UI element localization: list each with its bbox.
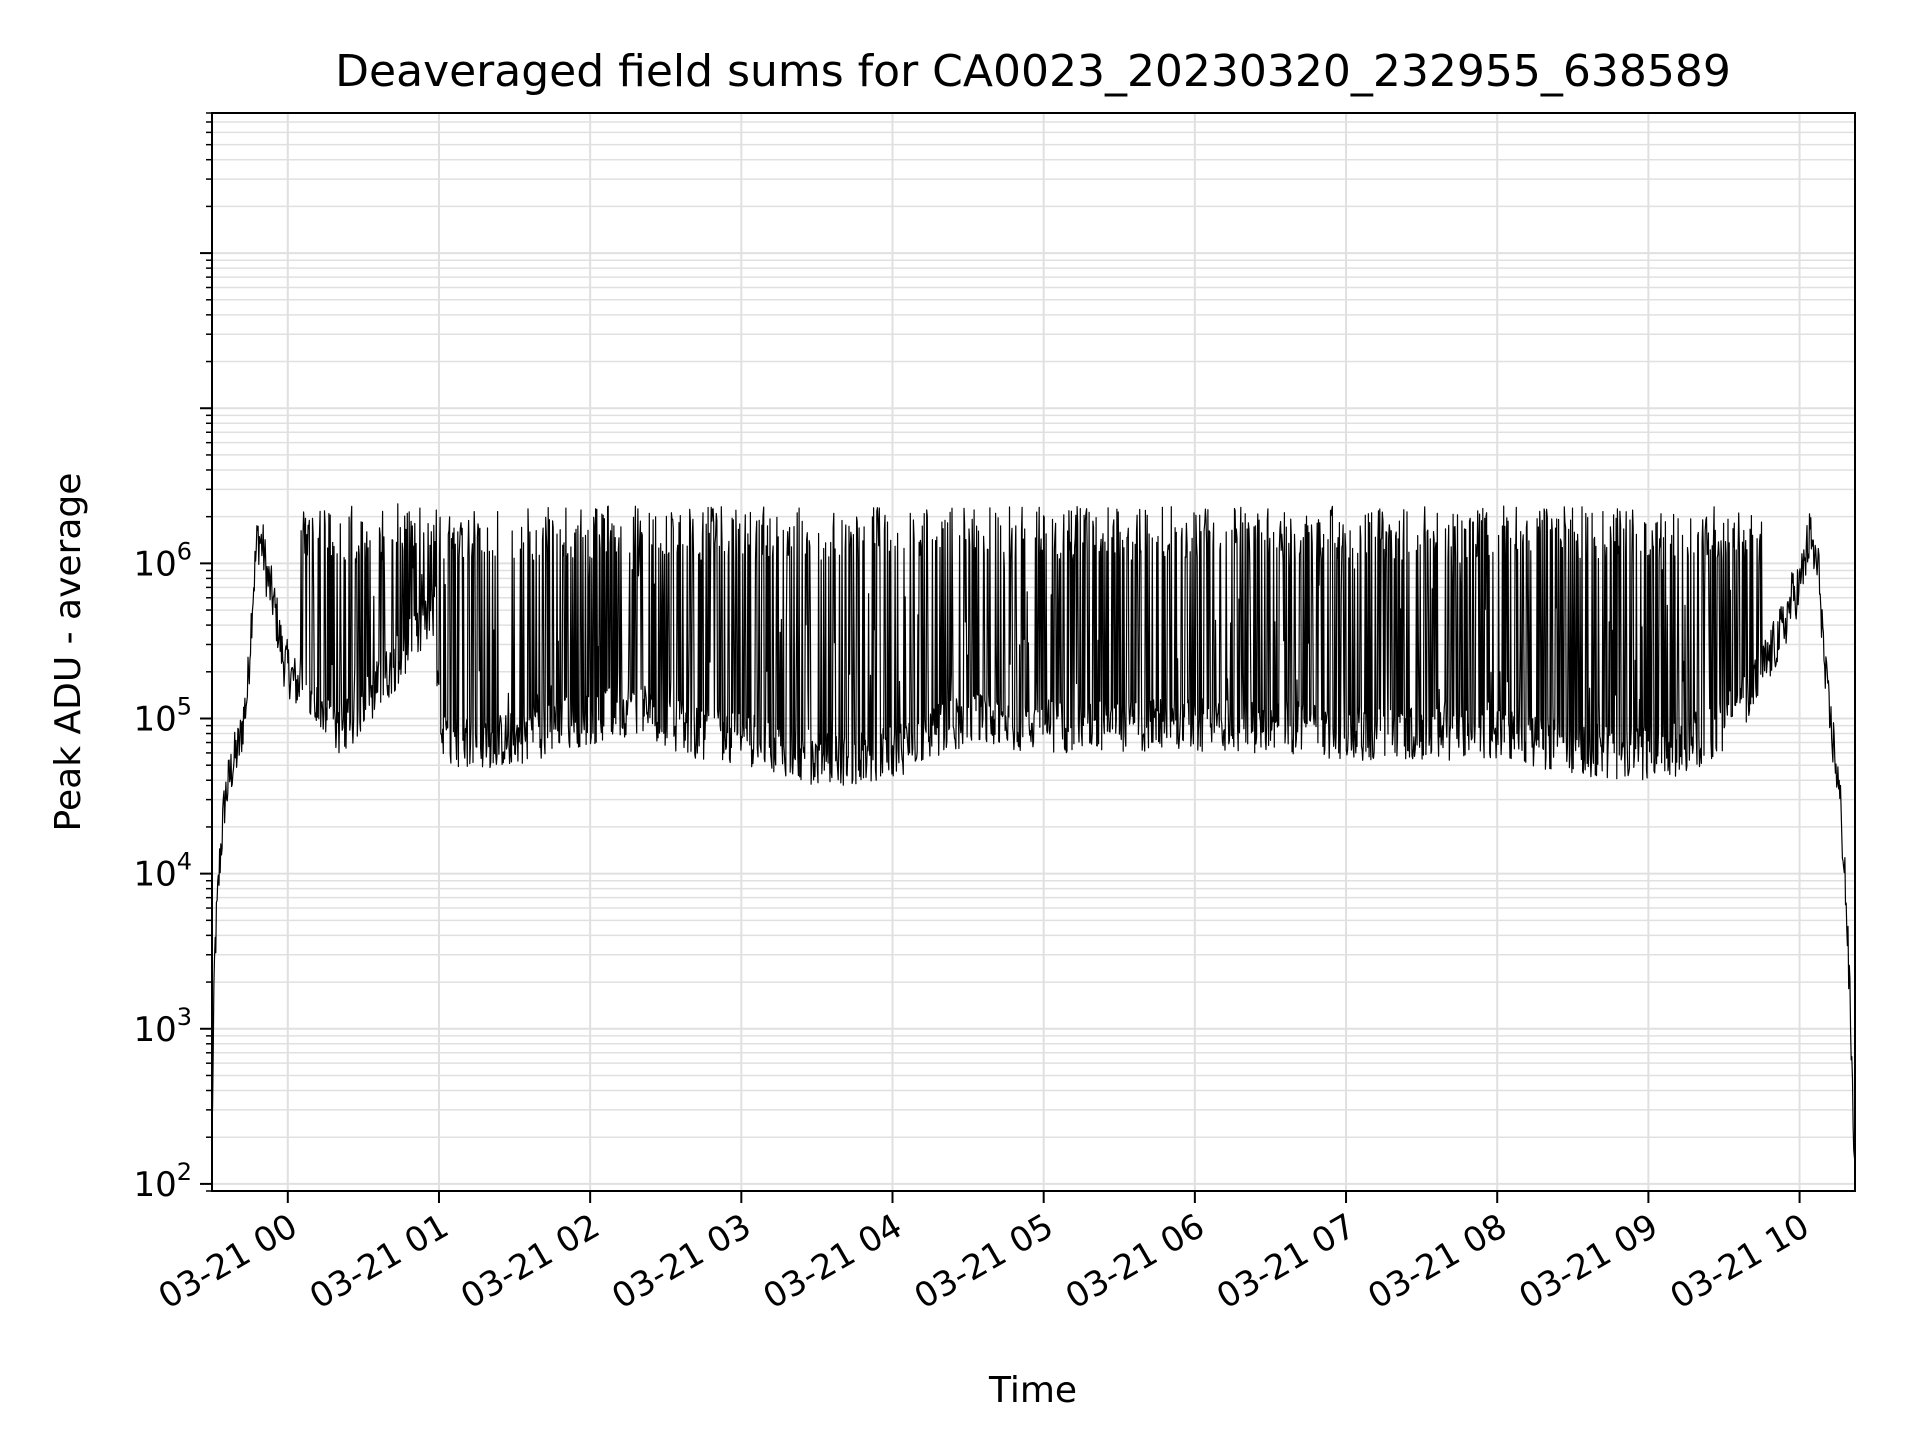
y-axis-label: Peak ADU - average (48, 473, 89, 832)
y-tick-label: 104 (133, 848, 192, 895)
y-tick-label: 103 (133, 1003, 192, 1050)
series-line (211, 503, 1856, 1159)
chart-title: Deaveraged field sums for CA0023_2023032… (335, 46, 1731, 97)
series-path (211, 503, 1856, 1159)
y-tick-label: 106 (133, 537, 192, 584)
x-axis-label: Time (988, 1370, 1077, 1411)
plot-frame (211, 112, 1856, 1192)
y-tick-label: 105 (133, 693, 192, 740)
y-tick-label: 102 (133, 1158, 192, 1205)
